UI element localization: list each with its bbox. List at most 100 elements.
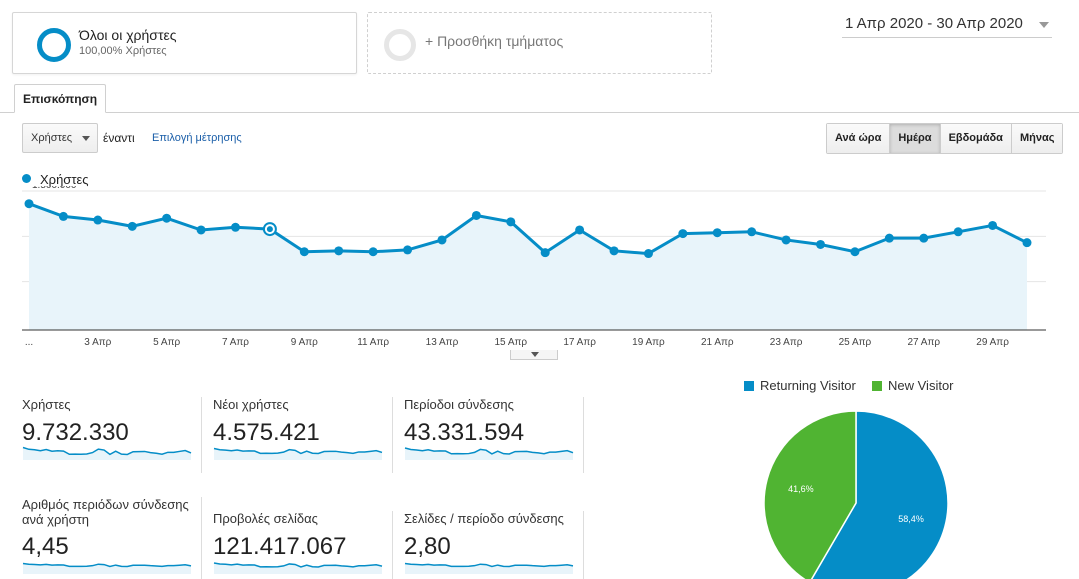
pie-slice[interactable] [763,410,857,579]
data-point[interactable] [609,246,619,256]
x-tick-label: 11 Απρ [357,337,389,348]
granularity-hourly-button[interactable]: Ανά ώρα [827,124,891,153]
sparkline-line [404,562,574,568]
x-tick-label: 13 Απρ [426,337,459,348]
data-point[interactable] [93,215,103,225]
card-divider [201,497,202,579]
pie-legend-item-new[interactable]: New Visitor [872,378,954,393]
metric-card-new-users[interactable]: Νέοι χρήστες 4.575.421 [213,397,393,477]
metric-value: 9.732.330 [22,419,129,446]
series-line [28,202,1028,256]
data-point[interactable] [58,211,68,221]
chevron-down-icon [82,136,90,141]
x-tick-label: 15 Απρ [494,337,527,348]
data-point[interactable] [919,233,929,243]
data-point[interactable] [816,239,826,249]
metric-sparkline [22,562,192,574]
data-point[interactable] [781,235,791,245]
x-tick-label: 25 Απρ [839,337,872,348]
metric-card-sessions-per-user[interactable]: Αριθμός περιόδων σύνδεσης ανά χρήστη 4,4… [22,497,200,577]
data-point[interactable] [471,210,481,220]
pie-slice[interactable] [810,410,949,579]
metric-value: 4,45 [22,533,69,560]
pie-legend-item-returning[interactable]: Returning Visitor [744,378,856,393]
data-point[interactable] [24,199,34,209]
data-point[interactable] [643,249,653,259]
metric-value: 2,80 [404,533,451,560]
x-tick-label: 21 Απρ [701,337,734,348]
metric-card-pageviews[interactable]: Προβολές σελίδας 121.417.067 [213,511,393,579]
metric-label: Προβολές σελίδας [213,511,318,526]
metric-value: 121.417.067 [213,533,347,560]
metric-value: 43.331.594 [404,419,525,446]
data-point[interactable] [712,228,722,238]
sparkline-line [22,562,192,568]
card-divider [392,397,393,473]
data-point[interactable] [575,225,585,235]
data-point[interactable] [678,229,688,239]
data-point[interactable] [127,221,137,231]
segment-all-users[interactable]: Όλοι οι χρήστες 100,00% Χρήστες [12,12,357,74]
chart-expand-button[interactable] [510,350,558,360]
segment-title: Όλοι οι χρήστες [79,27,177,43]
data-point[interactable] [953,227,963,237]
data-point[interactable] [196,225,206,235]
segment-ring-icon [37,28,71,62]
add-segment-button[interactable]: + Προσθήκη τμήματος [367,12,712,74]
metric-sparkline [22,446,192,460]
data-point[interactable] [403,245,413,255]
x-tick-label: 29 Απρ [976,337,1009,348]
tab-overview[interactable]: Επισκόπηση [14,84,107,113]
select-metric-link[interactable]: Επιλογή μέτρησης [152,132,242,144]
pie-slice-label: 58,4% [898,514,924,524]
data-point[interactable] [540,248,550,258]
data-point[interactable] [162,213,172,223]
data-point[interactable] [506,217,516,227]
x-tick-label: 5 Απρ [153,337,180,348]
granularity-week-button[interactable]: Εβδομάδα [940,124,1012,153]
data-point[interactable] [368,247,378,257]
granularity-month-button[interactable]: Μήνας [1011,124,1063,153]
y-tick-label: 1.500.000 [32,186,77,191]
vs-label: έναντι [103,131,135,145]
series-legend-dot [22,174,31,183]
x-tick-label: 3 Απρ [84,337,111,348]
data-point[interactable] [850,247,860,257]
sparkline-area [214,448,382,460]
metric-card-pages-per-session[interactable]: Σελίδες / περίοδο σύνδεσης 2,80 [404,511,584,579]
metric-select-value: Χρήστες [31,132,73,144]
legend-label: New Visitor [888,378,954,393]
date-range-picker[interactable]: 1 Απρ 2020 - 30 Απρ 2020 [842,12,1052,38]
x-tick-label: 7 Απρ [222,337,249,348]
x-tick-label: ... [25,337,33,348]
x-tick-label: 9 Απρ [291,337,318,348]
metric-select[interactable]: Χρήστες [22,123,98,153]
series-legend-label: Χρήστες [40,172,89,187]
data-point[interactable] [747,227,757,237]
metric-sparkline [404,562,574,574]
metric-card-sessions[interactable]: Περίοδοι σύνδεσης 43.331.594 [404,397,584,477]
metric-label: Σελίδες / περίοδο σύνδεσης [404,511,564,526]
data-point[interactable] [988,220,998,230]
granularity-toggle: Ανά ώρα Ημέρα Εβδομάδα Μήνας [826,123,1064,154]
visitor-type-pie-chart: 58,4% 41,6% [763,410,949,579]
card-divider [392,511,393,579]
metric-card-users[interactable]: Χρήστες 9.732.330 [22,397,202,477]
data-point[interactable] [437,235,447,245]
metric-value: 4.575.421 [213,419,320,446]
add-segment-label: + Προσθήκη τμήματος [425,33,564,49]
x-tick-label: 19 Απρ [632,337,665,348]
sparkline-line [22,446,192,456]
metric-label: Περίοδοι σύνδεσης [404,397,514,412]
data-point[interactable] [230,222,240,232]
card-divider [583,397,584,473]
metric-sparkline [404,447,574,460]
data-point[interactable] [1022,238,1032,248]
metric-sparkline [213,447,383,460]
data-point[interactable] [884,233,894,243]
data-point[interactable] [334,246,344,256]
data-point[interactable] [299,247,309,257]
granularity-day-button[interactable]: Ημέρα [890,124,941,153]
